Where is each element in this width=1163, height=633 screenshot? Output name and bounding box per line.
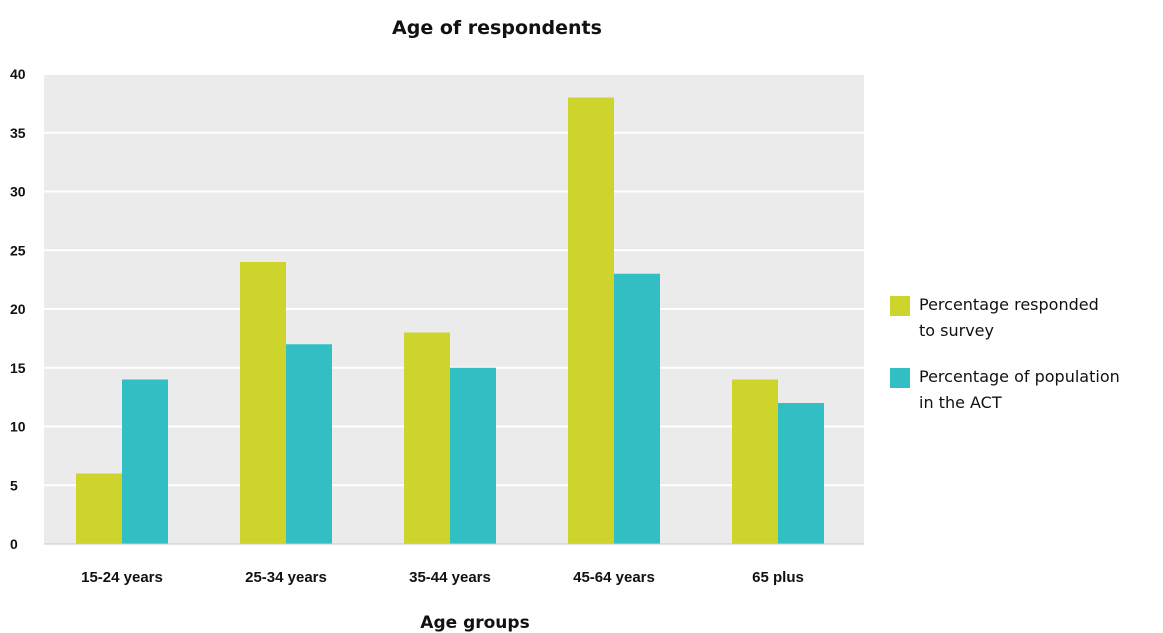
y-tick-label: 25	[10, 242, 26, 258]
y-tick-label: 30	[10, 184, 26, 200]
legend-label: Percentage of population	[919, 367, 1120, 386]
x-tick-label: 35-44 years	[409, 569, 491, 586]
bar-survey-1	[240, 262, 286, 544]
x-tick-label: 65 plus	[752, 569, 804, 586]
y-tick-label: 10	[10, 419, 26, 435]
bar-population-4	[778, 403, 824, 544]
y-tick-label: 40	[10, 66, 26, 82]
y-tick-label: 35	[10, 125, 26, 141]
bar-survey-2	[404, 332, 450, 544]
legend-label: in the ACT	[919, 393, 1002, 412]
y-tick-label: 0	[10, 536, 18, 552]
bar-population-1	[286, 344, 332, 544]
legend-swatch	[890, 368, 910, 388]
bars	[76, 97, 824, 544]
y-tick-label: 5	[10, 477, 18, 493]
y-tick-label: 20	[10, 301, 26, 317]
bar-survey-3	[568, 97, 614, 544]
legend-label: Percentage responded	[919, 295, 1099, 314]
category-labels: 15-24 years 25-34 years 35-44 years 45-64 y…	[81, 569, 804, 586]
chart-title: Age of respondents	[392, 17, 602, 39]
y-tick-labels: 0 5 10 15 20 25 30 35 40	[10, 66, 26, 552]
legend: Percentage responded to survey Percentage …	[890, 295, 1120, 412]
legend-label: to survey	[919, 321, 994, 340]
x-tick-label: 45-64 years	[573, 569, 655, 586]
bar-survey-0	[76, 473, 122, 544]
x-axis-title: Age groups	[420, 613, 529, 633]
y-tick-label: 15	[10, 360, 26, 376]
x-tick-label: 15-24 years	[81, 569, 163, 586]
x-tick-label: 25-34 years	[245, 569, 327, 586]
bar-population-2	[450, 367, 496, 544]
bar-population-0	[122, 379, 168, 544]
bar-population-3	[614, 273, 660, 544]
bar-survey-4	[732, 379, 778, 544]
legend-swatch	[890, 296, 910, 316]
